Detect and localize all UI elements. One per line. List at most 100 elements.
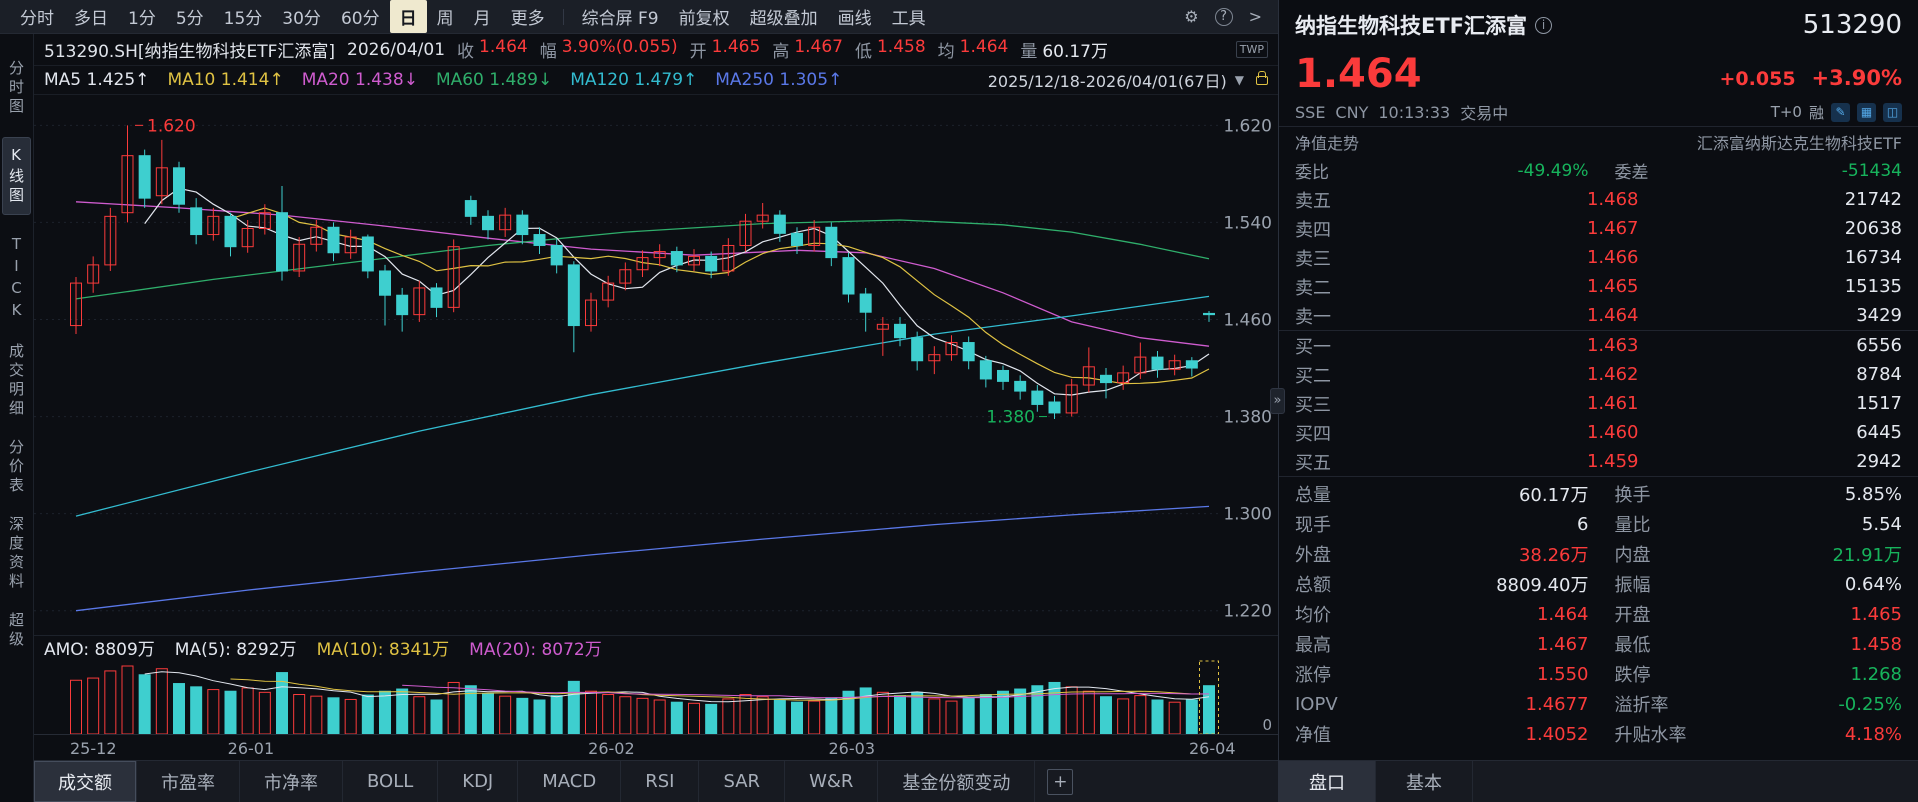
chevron-down-icon[interactable]: ▼ xyxy=(1234,73,1244,87)
toolbar-icon-group: ⚙ ? > xyxy=(1184,7,1268,26)
panel-tab-盘口[interactable]: 盘口 xyxy=(1279,761,1376,802)
indicator-tab-市盈率[interactable]: 市盈率 xyxy=(137,761,240,802)
indicator-tab-MACD[interactable]: MACD xyxy=(518,761,622,802)
indicator-tab-SAR[interactable]: SAR xyxy=(699,761,786,802)
field-幅: 幅 3.90%(0.055) xyxy=(540,37,678,62)
period-button-更多[interactable]: 更多 xyxy=(510,9,545,29)
indicator-tab-成交额[interactable]: 成交额 xyxy=(34,761,137,802)
stat-label-IOPV: IOPV xyxy=(1295,693,1338,715)
volume-legend-item: AMO: 8809万 xyxy=(44,640,155,660)
tool-button-综合屏 F9[interactable]: 综合屏 F9 xyxy=(581,9,659,29)
x-axis-label-26-02: 26-02 xyxy=(588,739,635,758)
period-button-5分[interactable]: 5分 xyxy=(175,9,204,29)
stat-value-总额: 8809.40万 xyxy=(1496,575,1589,596)
top-toolbar: 分时 多日 1分 5分 15分 30分 60分日周月更多 综合屏 F9 前复权 超级叠加 画线 工具… xyxy=(0,0,1278,34)
panel-collapse-handle[interactable]: » xyxy=(1270,388,1285,414)
sidebar-item-深度资料[interactable]: 深度资料 xyxy=(7,516,25,592)
period-button-月[interactable]: 月 xyxy=(473,9,491,29)
expand-arrow-icon[interactable]: > xyxy=(1248,7,1262,26)
stat-label-振幅: 振幅 xyxy=(1614,575,1651,596)
left-sidebar: 分时图 K线图 TICK 成交明细分价表深度资料超级 xyxy=(0,34,34,802)
period-button-日[interactable]: 日 xyxy=(389,0,427,33)
help-icon[interactable]: ? xyxy=(1214,7,1233,26)
stat-value-净值: 1.4052 xyxy=(1525,723,1589,745)
chart-panel-icon[interactable]: ▦ xyxy=(1857,102,1876,122)
sidebar-item-分时图[interactable]: 分时图 xyxy=(7,60,25,117)
ask-row-卖三[interactable]: 卖三 1.466 16734 xyxy=(1279,243,1918,272)
indicator-tab-RSI[interactable]: RSI xyxy=(621,761,700,802)
quote-meta-row: SSE CNY 10:13:33 交易中 T+0 融 ✎ ▦ ◫ xyxy=(1279,98,1918,126)
edit-icon[interactable]: ✎ xyxy=(1831,102,1850,122)
kline-chart[interactable]: 1.620 1.540 1.460 1.380 1.300 1.220 1.620 1.380 xyxy=(34,95,1278,635)
last-price: 1.464 xyxy=(1295,51,1422,97)
period-button-多日[interactable]: 多日 xyxy=(74,9,108,29)
lock-icon[interactable] xyxy=(1256,70,1268,85)
date-range-label[interactable]: 2025/12/18-2026/04/01(67日) xyxy=(987,72,1227,91)
price-row: 1.464 +0.055 +3.90% xyxy=(1279,50,1918,98)
info-icon[interactable] xyxy=(1535,16,1553,34)
tool-button-group: 综合屏 F9 前复权 超级叠加 画线 工具 xyxy=(572,0,936,33)
book-price: 1.459 xyxy=(1586,451,1639,472)
camera-icon[interactable]: ◫ xyxy=(1883,102,1902,122)
sidebar-item-K线图[interactable]: K线图 xyxy=(2,137,31,215)
period-button-30分[interactable]: 30分 xyxy=(282,9,321,29)
bid-row-买五[interactable]: 买五 1.459 2942 xyxy=(1279,447,1918,476)
stat-value-振幅: 0.64% xyxy=(1844,573,1902,595)
field-label: 量 xyxy=(1020,42,1038,62)
stat-value-涨停: 1.550 xyxy=(1536,663,1589,685)
field-label: 低 xyxy=(854,42,872,62)
bid-row-买三[interactable]: 买三 1.461 1517 xyxy=(1279,389,1918,418)
sidebar-item-成交明细[interactable]: 成交明细 xyxy=(7,343,25,419)
ask-row-卖四[interactable]: 卖四 1.467 20638 xyxy=(1279,214,1918,243)
volume-chart[interactable]: 0 xyxy=(34,659,1278,736)
svg-text:1.380: 1.380 xyxy=(986,408,1035,428)
indicator-tab-BOLL[interactable]: BOLL xyxy=(343,761,439,802)
stat-row: 现手 6 量比 5.54 xyxy=(1279,509,1918,539)
field-value: 1.464 xyxy=(959,37,1009,57)
kline-chart-area: 1.620 1.540 1.460 1.380 1.300 1.220 1.620 1.380 xyxy=(34,95,1278,635)
ma-legend-MA250: MA250 1.305↑ xyxy=(715,70,843,90)
stat-label-内盘: 内盘 xyxy=(1614,545,1651,566)
book-price: 1.462 xyxy=(1586,364,1639,385)
add-indicator-button[interactable]: + xyxy=(1047,769,1074,795)
x-axis-label-25-12: 25-12 xyxy=(70,739,117,758)
period-button-周[interactable]: 周 xyxy=(436,9,454,29)
field-label: 开 xyxy=(689,42,707,62)
book-volume: 6445 xyxy=(1856,422,1902,443)
book-level-label: 买四 xyxy=(1295,423,1331,445)
quote-stats: 总量 60.17万 换手 5.85% 现手 6 量比 5.54 外盘 38.26万 内盘 21.91万… xyxy=(1279,476,1918,749)
field-value: 1.464 xyxy=(479,37,528,57)
tool-button-超级叠加[interactable]: 超级叠加 xyxy=(749,9,818,29)
sidebar-item-TICK[interactable]: TICK xyxy=(7,235,26,323)
bid-row-买四[interactable]: 买四 1.460 6445 xyxy=(1279,418,1918,447)
stat-row: IOPV 1.4677 溢折率 -0.25% xyxy=(1279,689,1918,719)
exchange-label: SSE xyxy=(1295,102,1326,122)
indicator-tab-KDJ[interactable]: KDJ xyxy=(438,761,519,802)
period-button-1分[interactable]: 1分 xyxy=(128,9,156,29)
date-label: 2026/04/01 xyxy=(347,39,446,60)
period-button-分时[interactable]: 分时 xyxy=(20,9,54,29)
tool-button-前复权[interactable]: 前复权 xyxy=(678,9,730,29)
indicator-tab-基金份额变动[interactable]: 基金份额变动 xyxy=(878,761,1036,802)
sidebar-item-分价表[interactable]: 分价表 xyxy=(7,439,25,496)
bid-row-买二[interactable]: 买二 1.462 8784 xyxy=(1279,360,1918,389)
indicator-tab-W&R[interactable]: W&R xyxy=(785,761,879,802)
book-level-label: 买一 xyxy=(1295,336,1331,358)
panel-tab-基本[interactable]: 基本 xyxy=(1376,761,1473,802)
stat-value-总量: 60.17万 xyxy=(1518,485,1589,506)
period-button-60分[interactable]: 60分 xyxy=(340,9,380,29)
tool-button-画线[interactable]: 画线 xyxy=(837,9,872,29)
stat-label-开盘: 开盘 xyxy=(1614,605,1651,626)
nav-trend-link[interactable]: 净值走势 xyxy=(1295,133,1360,153)
period-button-15分[interactable]: 15分 xyxy=(223,9,263,29)
bid-row-买一[interactable]: 买一 1.463 6556 xyxy=(1279,331,1918,360)
stat-value-内盘: 21.91万 xyxy=(1832,545,1902,566)
settings-gear-icon[interactable]: ⚙ xyxy=(1184,7,1199,26)
ask-row-卖五[interactable]: 卖五 1.468 21742 xyxy=(1279,185,1918,214)
sidebar-item-超级[interactable]: 超级 xyxy=(7,612,25,650)
svg-text:1.540: 1.540 xyxy=(1223,213,1272,233)
tool-button-工具[interactable]: 工具 xyxy=(891,9,926,29)
indicator-tab-市净率[interactable]: 市净率 xyxy=(240,761,343,802)
ask-row-卖一[interactable]: 卖一 1.464 3429 xyxy=(1279,301,1918,330)
ask-row-卖二[interactable]: 卖二 1.465 15135 xyxy=(1279,272,1918,301)
